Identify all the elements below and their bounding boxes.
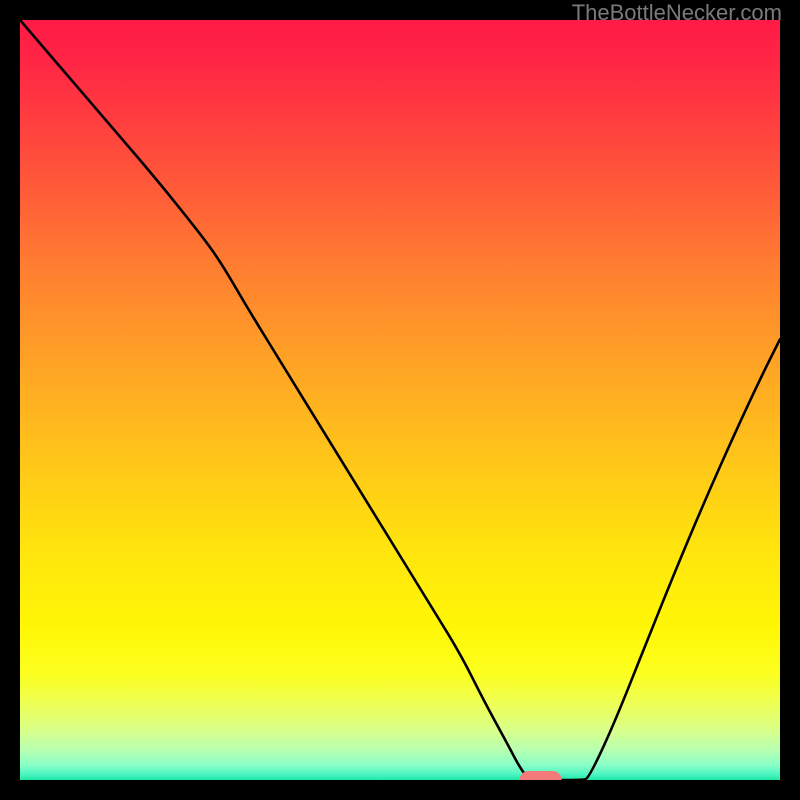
optimal-marker: [520, 771, 562, 780]
bottleneck-curve: [20, 20, 780, 780]
watermark-text: TheBottleNecker.com: [572, 0, 782, 26]
plot-svg: [20, 20, 780, 780]
plot-area: [20, 20, 780, 780]
chart-canvas: TheBottleNecker.com: [0, 0, 800, 800]
